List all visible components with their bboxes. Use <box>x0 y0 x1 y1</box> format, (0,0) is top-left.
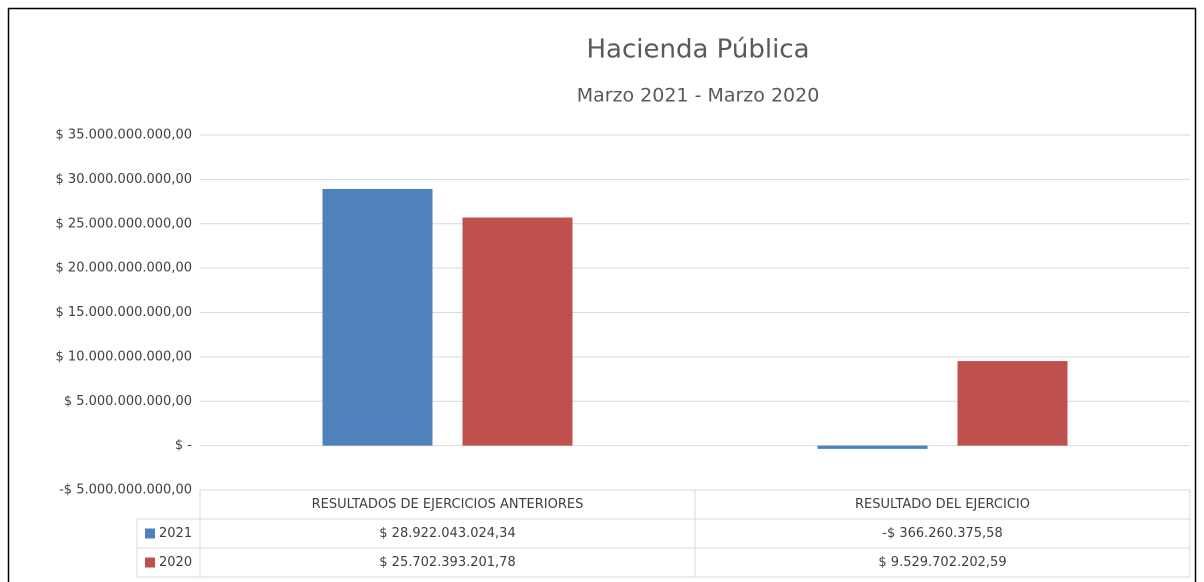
legend-label: 2021 <box>159 526 192 541</box>
bar <box>462 217 573 446</box>
y-tick-label: $ 25.000.000.000,00 <box>56 216 192 231</box>
y-tick-label: $ 10.000.000.000,00 <box>56 349 192 364</box>
x-tick-label: RESULTADO DEL EJERCICIO <box>855 497 1030 512</box>
y-tick-label: $ 15.000.000.000,00 <box>56 305 192 320</box>
bar <box>322 188 433 446</box>
y-tick-label: $ - <box>175 438 192 453</box>
bar <box>817 445 928 449</box>
bar <box>957 361 1068 446</box>
data-label: -$ 366.260.375,58 <box>882 526 1002 541</box>
frame <box>7 7 1197 582</box>
data-label: $ 9.529.702.202,59 <box>878 555 1006 570</box>
y-tick-label: $ 20.000.000.000,00 <box>56 261 192 276</box>
y-tick-label: $ 30.000.000.000,00 <box>56 172 192 187</box>
x-tick-label: RESULTADOS DE EJERCICIOS ANTERIORES <box>312 497 584 512</box>
legend-label: 2020 <box>159 555 192 570</box>
legend-swatch <box>145 557 155 568</box>
y-tick-label: $ 35.000.000.000,00 <box>56 128 192 143</box>
chart-subtitle: Marzo 2021 - Marzo 2020 <box>577 85 820 107</box>
legend-swatch <box>145 528 155 539</box>
y-tick-label: $ 5.000.000.000,00 <box>64 394 192 409</box>
data-label: $ 25.702.393.201,78 <box>379 555 515 570</box>
data-label: $ 28.922.043.024,34 <box>379 526 515 541</box>
chart-title: Hacienda Pública <box>586 35 809 65</box>
y-tick-label: -$ 5.000.000.000,00 <box>59 483 192 498</box>
